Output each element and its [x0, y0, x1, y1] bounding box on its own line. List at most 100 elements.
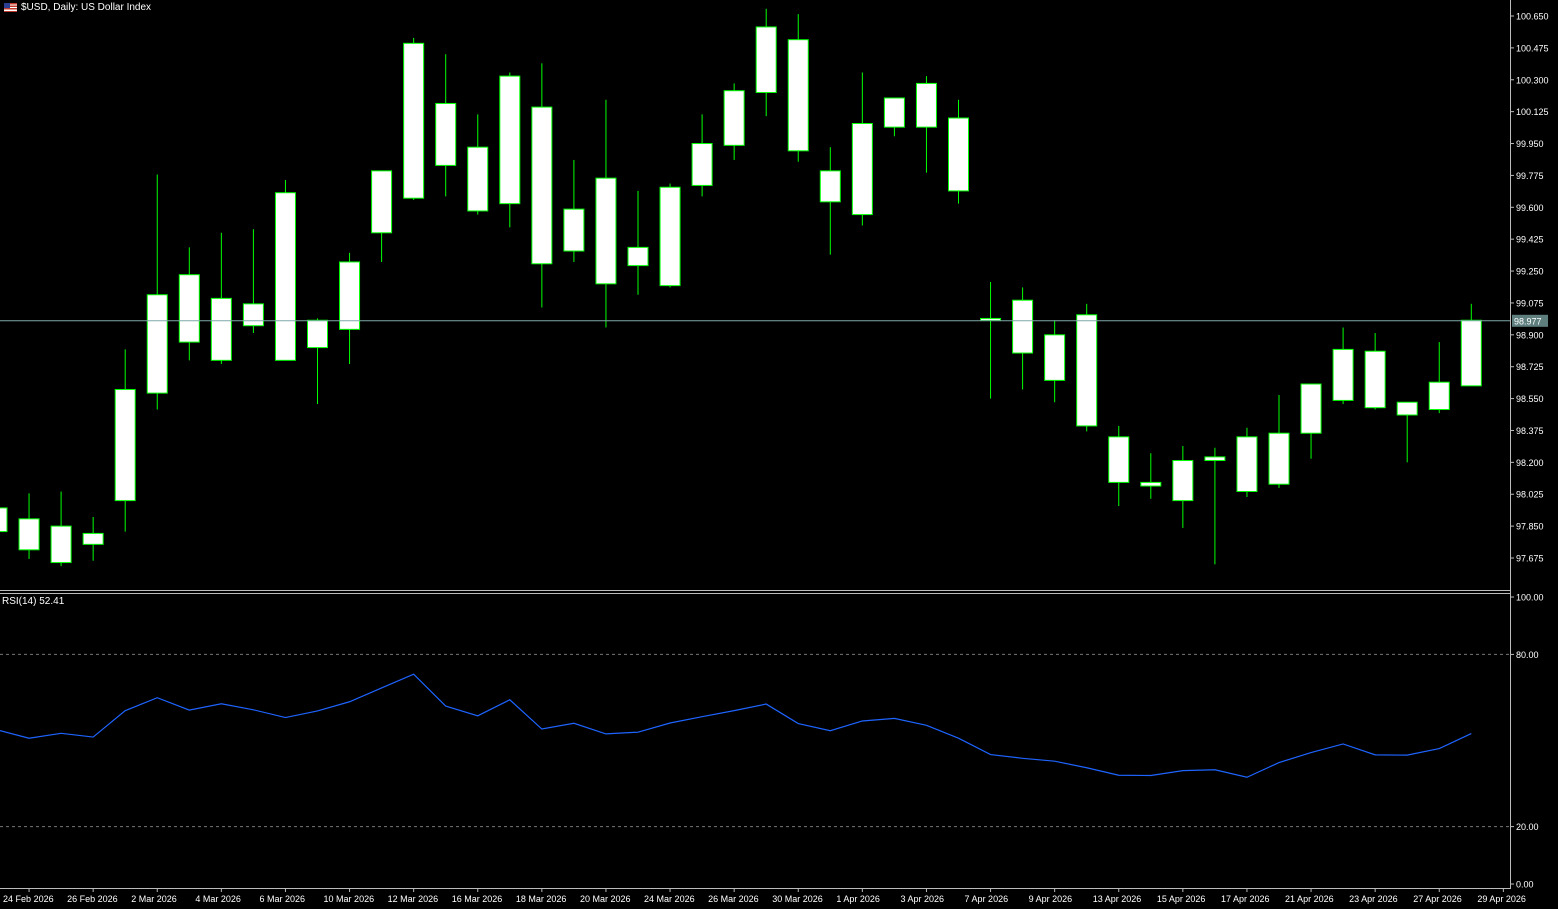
candle-body — [1364, 350, 1386, 409]
candle-body — [467, 146, 489, 212]
time-tick-label: 15 Apr 2026 — [1157, 894, 1206, 904]
candle-body — [0, 507, 8, 533]
candle-body — [531, 106, 553, 265]
time-tick-label: 10 Mar 2026 — [324, 894, 375, 904]
candle-body — [915, 82, 937, 128]
price-tick-label: 98.725 — [1516, 362, 1544, 372]
time-tick-label: 9 Apr 2026 — [1029, 894, 1073, 904]
candle-body — [339, 261, 361, 330]
time-tick-label: 30 Mar 2026 — [772, 894, 823, 904]
candle-body — [50, 525, 72, 564]
time-tick-label: 1 Apr 2026 — [836, 894, 880, 904]
current-price-label: 98.977 — [1514, 316, 1542, 326]
candle-body — [1012, 299, 1034, 354]
time-tick-label: 13 Apr 2026 — [1093, 894, 1142, 904]
candle-body — [1460, 319, 1482, 387]
candle-body — [627, 246, 649, 267]
candle-body — [755, 26, 777, 94]
rsi-title: RSI(14) 52.41 — [2, 596, 64, 607]
candle-body — [114, 388, 136, 502]
chart-title-text: $USD, Daily: US Dollar Index — [21, 2, 152, 13]
time-tick-label: 6 Mar 2026 — [259, 894, 305, 904]
time-tick-label: 18 Mar 2026 — [516, 894, 567, 904]
time-tick-label: 16 Mar 2026 — [452, 894, 503, 904]
time-tick-label: 26 Mar 2026 — [708, 894, 759, 904]
time-tick-label: 26 Feb 2026 — [67, 894, 118, 904]
candle-body — [82, 532, 104, 545]
rsi-tick-label: 0.00 — [1516, 880, 1534, 890]
price-tick-label: 98.375 — [1516, 426, 1544, 436]
price-tick-label: 98.200 — [1516, 458, 1544, 468]
candle-body — [274, 192, 296, 361]
price-tick-label: 98.900 — [1516, 330, 1544, 340]
chart-title: $USD, Daily: US Dollar Index — [4, 2, 151, 13]
candle-body — [1236, 436, 1258, 493]
price-tick-label: 99.250 — [1516, 267, 1544, 277]
us-flag-icon — [4, 3, 17, 12]
current-price-badge — [1512, 314, 1548, 327]
candle-body — [659, 186, 681, 287]
price-tick-label: 98.025 — [1516, 490, 1544, 500]
candle-body — [1428, 381, 1450, 411]
candle-body — [18, 518, 40, 551]
price-tick-label: 99.775 — [1516, 171, 1544, 181]
candle-body — [1108, 436, 1130, 483]
price-tick-label: 97.850 — [1516, 522, 1544, 532]
price-tick-label: 100.650 — [1516, 12, 1549, 22]
candle-body — [146, 294, 168, 394]
price-tick-label: 97.675 — [1516, 554, 1544, 564]
time-tick-label: 23 Apr 2026 — [1349, 894, 1398, 904]
price-tick-label: 100.300 — [1516, 75, 1549, 85]
candle-body — [435, 102, 457, 166]
candle-body — [723, 90, 745, 146]
candle-body — [178, 274, 200, 343]
candle-body — [948, 117, 969, 192]
time-tick-label: 24 Mar 2026 — [644, 894, 695, 904]
candle-body — [1396, 401, 1418, 416]
time-tick-label: 29 Apr 2026 — [1477, 894, 1526, 904]
candle-body — [210, 297, 232, 361]
candle-body — [1172, 460, 1194, 502]
time-tick-label: 20 Mar 2026 — [580, 894, 631, 904]
rsi-name: RSI(14) — [2, 596, 37, 607]
candle-body — [1300, 383, 1322, 434]
candle-body — [883, 97, 905, 128]
candle-body — [1044, 334, 1066, 381]
price-tick-label: 99.425 — [1516, 235, 1544, 245]
candle-body — [980, 317, 1002, 321]
candle-body — [563, 208, 585, 252]
price-tick-label: 99.950 — [1516, 139, 1544, 149]
time-tick-label: 7 Apr 2026 — [965, 894, 1009, 904]
candle-body — [1204, 456, 1226, 462]
price-tick-label: 100.475 — [1516, 43, 1549, 53]
price-tick-label: 100.125 — [1516, 107, 1549, 117]
candle-body — [691, 143, 713, 186]
candle-body — [403, 42, 425, 199]
price-tick-label: 98.550 — [1516, 394, 1544, 404]
candle-body — [787, 39, 809, 152]
price-tick-label: 99.600 — [1516, 203, 1544, 213]
candle-body — [1268, 432, 1290, 485]
rsi-tick-label: 80.00 — [1516, 650, 1539, 660]
time-tick-label: 27 Apr 2026 — [1413, 894, 1462, 904]
time-tick-label: 4 Mar 2026 — [195, 894, 241, 904]
rsi-value: 52.41 — [39, 596, 65, 607]
time-tick-label: 21 Apr 2026 — [1285, 894, 1334, 904]
time-tick-label: 17 Apr 2026 — [1221, 894, 1270, 904]
candle-body — [1076, 314, 1098, 427]
candle-body — [595, 177, 617, 285]
time-tick-label: 2 Mar 2026 — [131, 894, 177, 904]
price-tick-label: 99.075 — [1516, 298, 1544, 308]
rsi-tick-label: 100.00 — [1516, 593, 1544, 603]
time-tick-label: 12 Mar 2026 — [388, 894, 439, 904]
candle-body — [1140, 481, 1162, 487]
candle-body — [499, 75, 521, 205]
candle-body — [819, 170, 841, 203]
time-tick-label: 24 Feb 2026 — [3, 894, 54, 904]
rsi-line — [0, 673, 1472, 778]
candle-body — [307, 319, 328, 349]
rsi-tick-label: 20.00 — [1516, 822, 1539, 832]
candle-body — [242, 303, 264, 327]
candle-body — [1332, 348, 1354, 401]
